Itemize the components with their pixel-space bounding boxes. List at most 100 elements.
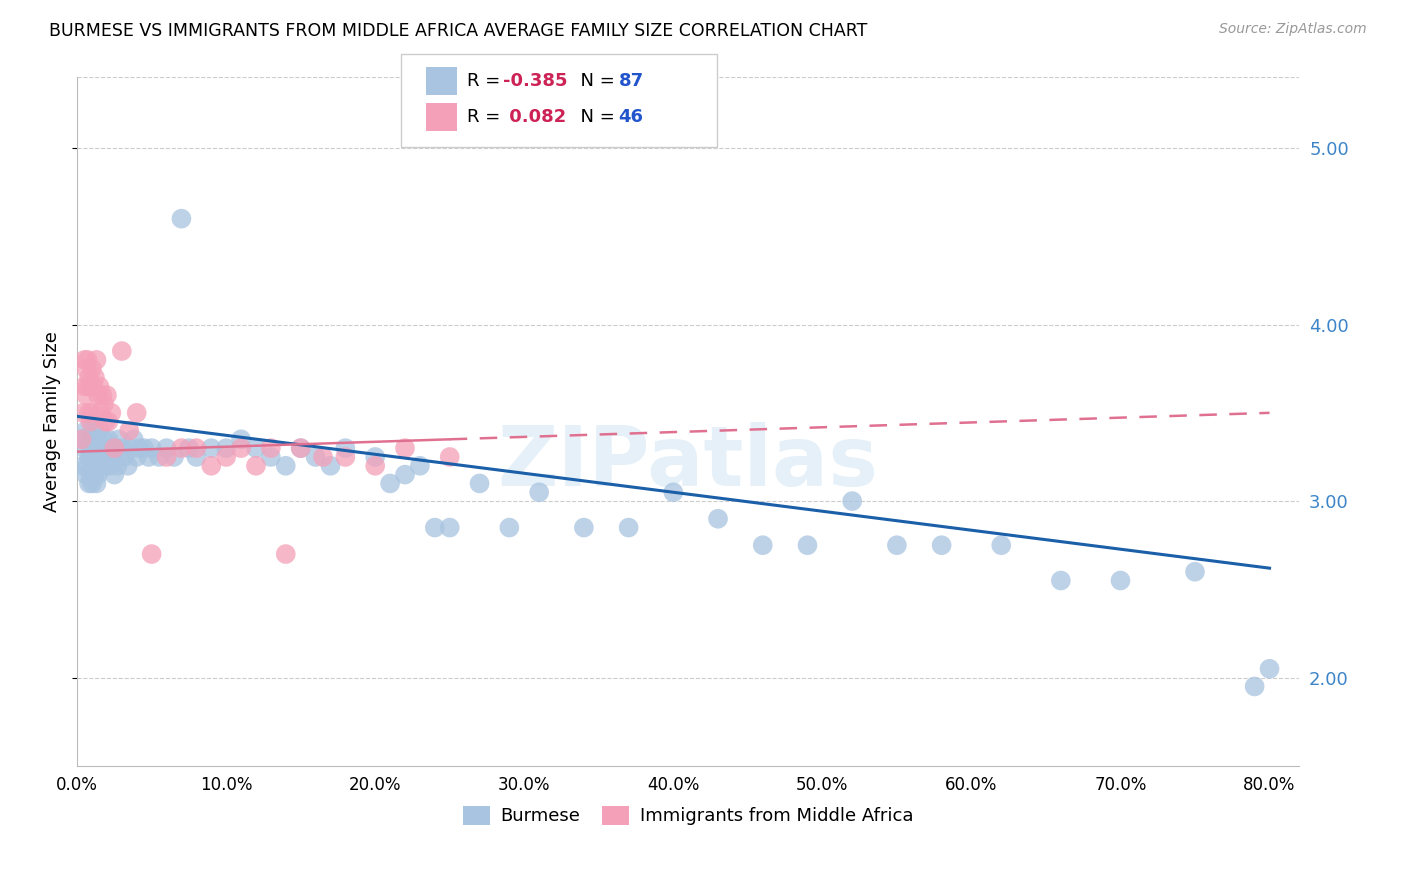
Point: [796, 538, 818, 552]
Point: [1184, 565, 1206, 579]
Point: [335, 450, 357, 464]
Point: [98, 458, 121, 473]
Point: [100, 441, 122, 455]
Point: [111, 344, 134, 359]
Point: [97, 415, 120, 429]
Point: [87, 388, 110, 402]
Point: [319, 458, 342, 473]
Point: [96, 441, 118, 455]
Point: [200, 458, 222, 473]
Point: [468, 476, 491, 491]
Text: N =: N =: [569, 72, 621, 90]
Point: [75, 467, 97, 482]
Point: [84, 370, 107, 384]
Point: [80, 476, 103, 491]
Point: [70, 432, 93, 446]
Point: [751, 538, 773, 552]
Point: [122, 432, 145, 446]
Point: [120, 441, 142, 455]
Point: [274, 547, 297, 561]
Point: [200, 441, 222, 455]
Text: R =: R =: [467, 72, 506, 90]
Point: [80, 450, 103, 464]
Point: [101, 450, 124, 464]
Point: [89, 458, 111, 473]
Point: [1258, 662, 1281, 676]
Point: [77, 370, 100, 384]
Point: [104, 441, 127, 455]
Point: [75, 424, 97, 438]
Point: [707, 512, 730, 526]
Point: [378, 476, 401, 491]
Point: [75, 388, 97, 402]
Point: [1109, 574, 1132, 588]
Point: [138, 450, 160, 464]
Point: [662, 485, 685, 500]
Point: [94, 458, 117, 473]
Point: [84, 441, 107, 455]
Point: [439, 520, 461, 534]
Point: [77, 476, 100, 491]
Point: [364, 450, 387, 464]
Point: [527, 485, 550, 500]
Point: [79, 415, 101, 429]
Point: [128, 441, 150, 455]
Point: [141, 441, 163, 455]
Point: [572, 520, 595, 534]
Point: [163, 450, 186, 464]
Point: [155, 441, 177, 455]
Point: [1050, 574, 1073, 588]
Point: [79, 467, 101, 482]
Point: [91, 388, 114, 402]
Point: [141, 547, 163, 561]
Point: [274, 458, 297, 473]
Point: [91, 450, 114, 464]
Point: [90, 441, 112, 455]
Text: 0.082: 0.082: [503, 108, 567, 126]
Text: R =: R =: [467, 108, 506, 126]
Point: [335, 441, 357, 455]
Point: [170, 211, 193, 226]
Point: [87, 441, 110, 455]
Point: [73, 441, 96, 455]
Point: [423, 520, 446, 534]
Point: [304, 450, 326, 464]
Point: [111, 441, 134, 455]
Point: [76, 432, 98, 446]
Point: [409, 458, 432, 473]
Point: [70, 432, 93, 446]
Point: [77, 450, 100, 464]
Point: [79, 441, 101, 455]
Text: N =: N =: [569, 108, 621, 126]
Point: [84, 467, 107, 482]
Point: [73, 379, 96, 393]
Point: [89, 424, 111, 438]
Point: [108, 432, 131, 446]
Point: [90, 406, 112, 420]
Text: 87: 87: [619, 72, 644, 90]
Point: [82, 458, 104, 473]
Point: [72, 458, 94, 473]
Text: ZIPatlas: ZIPatlas: [498, 423, 879, 503]
Text: -0.385: -0.385: [503, 72, 568, 90]
Point: [75, 361, 97, 376]
Point: [103, 441, 125, 455]
Point: [77, 406, 100, 420]
Point: [96, 388, 118, 402]
Point: [931, 538, 953, 552]
Point: [103, 467, 125, 482]
Point: [498, 520, 520, 534]
Point: [290, 441, 312, 455]
Point: [245, 441, 267, 455]
Point: [100, 406, 122, 420]
Point: [94, 415, 117, 429]
Point: [114, 450, 136, 464]
Point: [117, 458, 139, 473]
Point: [186, 441, 208, 455]
Point: [312, 450, 335, 464]
Point: [72, 406, 94, 420]
Point: [76, 352, 98, 367]
Point: [86, 352, 108, 367]
Point: [105, 458, 128, 473]
Point: [76, 458, 98, 473]
